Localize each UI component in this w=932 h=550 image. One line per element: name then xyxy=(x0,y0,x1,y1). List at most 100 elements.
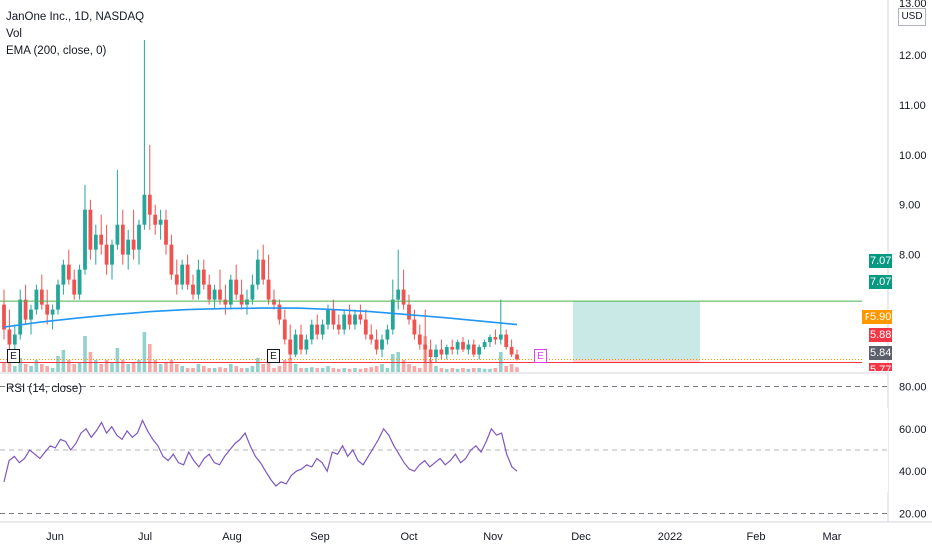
ema-line xyxy=(3,307,518,328)
candle-body xyxy=(29,309,33,320)
candle-body xyxy=(315,324,320,335)
volume-bar xyxy=(7,360,12,372)
candle-body xyxy=(180,264,185,285)
candlesticks xyxy=(2,39,519,363)
candle-body xyxy=(515,354,519,360)
volume-bar xyxy=(142,332,147,372)
candle-body xyxy=(185,264,190,285)
ema-legend[interactable]: EMA (200, close, 0) xyxy=(6,45,107,57)
symbol-legend[interactable]: JanOne Inc., 1D, NASDAQ xyxy=(6,11,145,23)
candle-body xyxy=(466,344,471,350)
rsi-pane xyxy=(0,385,888,515)
candle-body xyxy=(266,279,271,300)
candle-body xyxy=(423,344,428,350)
candle-body xyxy=(88,209,93,250)
volume-bar xyxy=(175,364,179,372)
volume-bar xyxy=(499,352,503,372)
rsi-tick-label: 60.00 xyxy=(899,424,927,436)
volume-bar xyxy=(2,362,6,372)
candle-body xyxy=(385,329,390,340)
candle-body xyxy=(104,244,109,265)
candle-body xyxy=(228,279,233,305)
candle-body xyxy=(56,284,60,310)
volume-bar xyxy=(466,368,471,372)
candle-body xyxy=(12,334,17,345)
candle-body xyxy=(498,334,503,340)
rsi-tick-label: 80.00 xyxy=(899,381,927,393)
volume-bar xyxy=(315,368,319,372)
currency-button[interactable]: USD xyxy=(898,8,926,26)
time-tick-label: Jul xyxy=(138,531,152,543)
volume-bar xyxy=(266,360,271,372)
earnings-marker[interactable]: E xyxy=(267,349,280,363)
volume-bar xyxy=(234,366,238,372)
rsi-legend[interactable]: RSI (14, close) xyxy=(6,383,83,395)
volume-bar xyxy=(94,360,98,372)
volume-bar xyxy=(347,368,352,372)
volume-bar xyxy=(304,368,309,372)
candle-body xyxy=(45,304,50,315)
candle-body xyxy=(347,314,352,325)
volume-bar xyxy=(45,366,49,372)
volume-bar xyxy=(515,367,519,372)
rsi-line xyxy=(3,418,518,487)
candle-body xyxy=(93,234,98,250)
volume-bar xyxy=(358,368,363,372)
price-label-green-a: 7.07 xyxy=(869,254,893,268)
earnings-marker-upcoming[interactable]: E xyxy=(534,349,547,363)
candle-body xyxy=(493,337,498,340)
candle-body xyxy=(191,284,195,295)
candle-body xyxy=(293,334,298,355)
volume-bar xyxy=(299,368,303,372)
volume-bar xyxy=(50,368,55,372)
candle-body xyxy=(50,309,55,315)
price-label-gray: 5.84 xyxy=(869,346,893,360)
volume-bar xyxy=(104,360,109,372)
volume-bar xyxy=(56,356,60,372)
candle-body xyxy=(304,339,309,350)
volume-bar xyxy=(353,368,357,372)
candle-body xyxy=(23,299,28,320)
volume-bar xyxy=(229,364,233,372)
candle-body xyxy=(471,344,476,355)
candle-body xyxy=(18,299,23,335)
volume-bar xyxy=(23,364,28,372)
volume-bar xyxy=(180,366,184,372)
time-tick-label: Oct xyxy=(400,531,417,543)
volume-bar xyxy=(61,350,66,372)
volume-bar xyxy=(445,368,449,372)
volume-bar xyxy=(401,360,406,372)
volume-bar xyxy=(293,364,298,372)
earnings-marker[interactable]: E xyxy=(7,349,20,363)
volume-legend[interactable]: Vol xyxy=(6,28,22,40)
volume-bar xyxy=(396,352,400,372)
candle-body xyxy=(401,289,406,305)
candle-body xyxy=(363,319,368,335)
volume-bar xyxy=(250,366,255,372)
volume-bar xyxy=(320,368,325,372)
volume-bar xyxy=(461,368,465,372)
volume-bar xyxy=(310,367,314,372)
volume-bar xyxy=(223,368,228,372)
volume-bar xyxy=(77,362,82,372)
candle-body xyxy=(207,284,212,300)
candle-body xyxy=(131,239,136,250)
target-zone-stop xyxy=(573,359,700,363)
price-tick-label: 13.00 xyxy=(899,0,927,10)
volume-bar xyxy=(434,366,438,372)
volume-bar xyxy=(331,368,336,372)
candle-body xyxy=(417,334,422,345)
candle-body xyxy=(390,299,395,330)
candle-body xyxy=(234,279,239,295)
candle-body xyxy=(261,259,266,280)
volume-bar xyxy=(13,366,17,372)
candle-body xyxy=(218,289,222,300)
candle-body xyxy=(504,334,509,348)
candle-body xyxy=(336,324,341,330)
volume-bar xyxy=(137,360,141,372)
axes: 8.00 9.00 10.00 11.00 12.00 13.00 20.00 40.00 60… xyxy=(46,0,926,543)
candle-body xyxy=(482,342,487,348)
target-zone-layer xyxy=(573,301,700,363)
candle-body xyxy=(444,347,449,355)
